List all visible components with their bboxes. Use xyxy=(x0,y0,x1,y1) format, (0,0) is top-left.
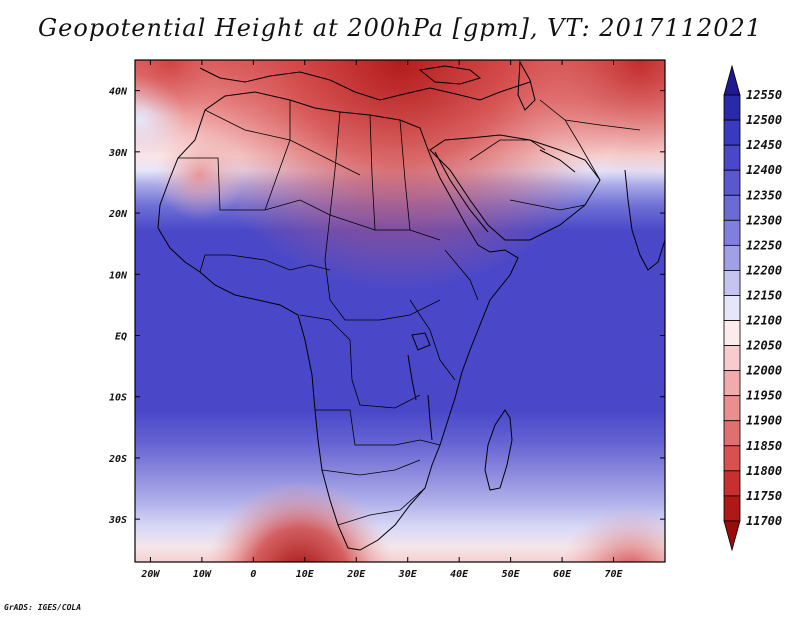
colorbar-swatch xyxy=(723,169,741,196)
lat-tick-label: 20N xyxy=(108,209,128,220)
colorbar: 12550 12500 12450 12400 12350 12300 12250 12200… xyxy=(723,64,782,552)
colorbar-level-label: 12000 xyxy=(746,364,782,378)
lat-tick-label: 10S xyxy=(109,393,127,404)
colorbar-level-label: 11800 xyxy=(746,464,782,478)
colorbar-level-label: 12150 xyxy=(746,288,782,302)
colorbar-level-label: 12350 xyxy=(746,188,782,202)
colorbar-swatch xyxy=(723,270,741,296)
lake-malawi xyxy=(427,394,433,441)
caspian-sea xyxy=(517,60,536,111)
colorbar-swatch xyxy=(723,420,741,447)
colorbar-level-label: 11950 xyxy=(746,389,782,403)
colorbar-swatch xyxy=(723,395,741,422)
lat-tick-label: 30N xyxy=(108,148,128,159)
europe-coastline xyxy=(199,67,531,101)
colorbar-level-label: 12400 xyxy=(746,163,782,177)
colorbar-swatch xyxy=(723,64,741,96)
lon-tick-label: 50E xyxy=(502,569,521,580)
colorbar-swatch xyxy=(723,445,741,472)
red-sea xyxy=(434,151,489,233)
lon-tick-label: 10W xyxy=(193,569,212,580)
colorbar-swatch xyxy=(723,219,741,246)
lon-tick-label: 40E xyxy=(450,569,469,580)
longitude-axis: 20W 10W 0 10E 20E 30E 40E 50E 60E 70E xyxy=(140,60,624,580)
colorbar-level-label: 11750 xyxy=(746,489,782,503)
lat-tick-label: 20S xyxy=(108,454,127,465)
colorbar-level-label: 12500 xyxy=(746,113,782,127)
colorbar-swatch xyxy=(723,295,741,321)
colorbar-swatch xyxy=(723,495,741,522)
colorbar-level-label: 11700 xyxy=(746,514,782,528)
height-field xyxy=(135,60,665,562)
latitude-axis: 40N 30N 20N 10N EQ 10S 20S 30S xyxy=(108,87,665,526)
colorbar-swatch xyxy=(723,194,741,221)
colorbar-swatch xyxy=(723,94,741,121)
grads-credit: GrADS: IGES/COLA xyxy=(4,603,82,612)
colorbar-level-label: 12200 xyxy=(746,263,782,277)
colorbar-level-label: 12050 xyxy=(746,339,782,353)
lat-tick-label: EQ xyxy=(115,331,127,342)
lon-tick-label: 70E xyxy=(605,569,624,580)
lon-tick-label: 20W xyxy=(140,569,160,580)
arabia-coastline xyxy=(429,134,601,241)
india-coastline xyxy=(624,169,665,271)
persian-gulf xyxy=(539,149,576,173)
colorbar-swatch xyxy=(723,320,741,346)
colorbar-level-label: 12250 xyxy=(746,238,782,252)
lat-tick-label: 40N xyxy=(109,87,128,98)
plot-frame xyxy=(134,59,666,563)
lake-victoria xyxy=(411,332,431,351)
colorbar-level-label: 12450 xyxy=(746,138,782,152)
colorbar-swatch xyxy=(723,144,741,171)
colorbar-level-label: 11850 xyxy=(746,439,782,453)
lat-tick-label: 10N xyxy=(109,270,128,281)
colorbar-swatch xyxy=(723,370,741,397)
colorbar-level-label: 12550 xyxy=(746,88,782,102)
colorbar-level-label: 12100 xyxy=(746,314,782,328)
lon-tick-label: 20E xyxy=(346,569,366,580)
colorbar-swatch xyxy=(723,345,741,372)
colorbar-swatch xyxy=(723,520,741,552)
colorbar-swatch xyxy=(723,470,741,497)
madagascar-coastline xyxy=(484,409,513,491)
lon-tick-label: 30E xyxy=(398,569,418,580)
lat-tick-label: 30S xyxy=(108,515,127,526)
coastlines xyxy=(157,60,665,551)
lon-tick-label: 0 xyxy=(250,569,256,580)
colorbar-swatch xyxy=(723,244,741,271)
africa-coastline xyxy=(157,91,519,551)
colorbar-level-label: 12300 xyxy=(746,213,782,227)
lon-tick-label: 10E xyxy=(296,569,315,580)
colorbar-level-label: 11900 xyxy=(746,414,782,428)
borders xyxy=(178,99,641,526)
black-sea xyxy=(418,65,482,85)
chart-title: Geopotential Height at 200hPa [gpm], VT:… xyxy=(38,14,762,42)
colorbar-swatch xyxy=(723,119,741,146)
lake-tanganyika xyxy=(407,354,417,401)
lon-tick-label: 60E xyxy=(553,569,572,580)
